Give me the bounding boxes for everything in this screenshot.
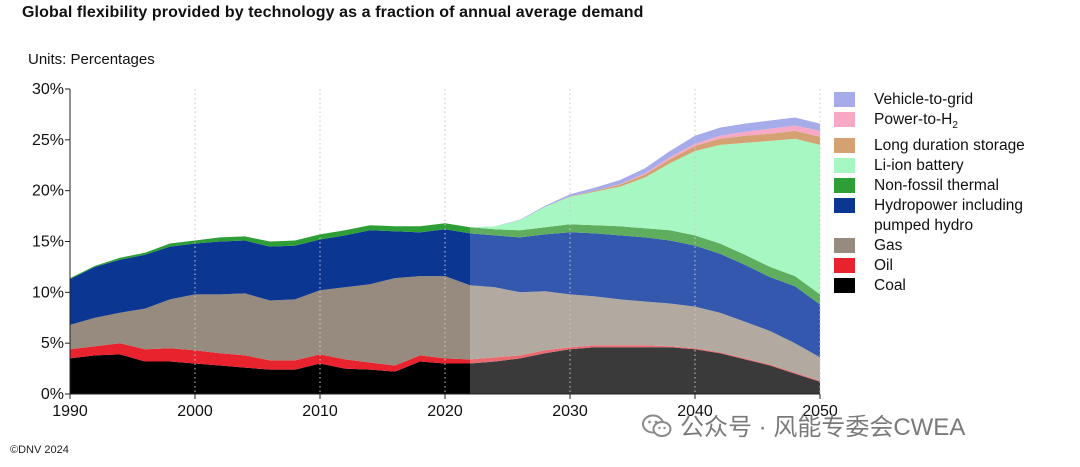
watermark-text: 公众号 · 风能专委会CWEA: [680, 414, 966, 441]
y-tick-label: 25%: [32, 132, 64, 149]
x-tick-label: 2010: [302, 403, 338, 420]
historical-areas: [70, 223, 470, 394]
legend-label: Vehicle-to-grid: [874, 91, 974, 108]
legend-swatch: [834, 178, 855, 194]
x-tick-label: 1990: [52, 403, 88, 420]
legend-label: Gas: [874, 237, 903, 255]
area-non-fossil-thermal-historical: [70, 223, 470, 280]
y-tick-label: 20%: [32, 183, 64, 200]
legend-item-vehicle-to-grid: Vehicle-to-grid: [834, 90, 1074, 110]
copyright-text: ©DNV 2024: [10, 444, 69, 456]
area-coal-forecast: [470, 347, 820, 394]
legend-item-oil: Oil: [834, 256, 1074, 276]
legend-swatch: [834, 238, 855, 254]
units-label: Units: Percentages: [28, 51, 155, 68]
legend-label: Oil: [874, 257, 893, 275]
legend-swatch: [834, 138, 855, 154]
y-tick-label: 5%: [41, 335, 64, 352]
legend-swatch: [834, 258, 855, 274]
area-coal-historical: [70, 354, 470, 394]
forecast-areas: [470, 117, 820, 394]
legend-item-power-to-h: Power-to-H2: [834, 110, 1074, 136]
legend-label: Li-ion battery: [874, 157, 964, 175]
legend-swatch: [834, 278, 855, 294]
area-li-ion-battery-forecast: [470, 138, 820, 295]
legend-label: Long duration storage: [874, 137, 1025, 155]
y-tick-label: 30%: [32, 81, 64, 98]
area-hydropower-including-pumped-hydro-forecast: [470, 232, 820, 358]
legend-item-li-ion-battery: Li-ion battery: [834, 156, 1074, 176]
y-tick-label: 10%: [32, 284, 64, 301]
x-tick-label: 2050: [802, 403, 838, 420]
area-vehicle-to-grid-forecast: [470, 117, 820, 228]
legend: Vehicle-to-grid Power-to-H2 Long duration …: [834, 90, 1074, 296]
legend-swatch: [834, 92, 855, 107]
legend-label: Non-fossil thermal: [874, 177, 999, 195]
wechat-icon: [642, 414, 672, 437]
y-tick-label: 0%: [41, 386, 64, 403]
legend-label: Coal: [874, 277, 906, 295]
area-gas-historical: [70, 276, 470, 366]
legend-item-non-fossil-thermal: Non-fossil thermal: [834, 176, 1074, 196]
x-tick-label: 2040: [677, 403, 713, 420]
legend-item-coal: Coal: [834, 276, 1074, 296]
chart-title: Global flexibility provided by technolog…: [22, 4, 644, 21]
x-tick-label: 2000: [177, 403, 213, 420]
legend-item-gas: Gas: [834, 236, 1074, 256]
legend-swatch: [834, 158, 855, 174]
legend-label: Power-to-H2: [874, 111, 958, 132]
area-gas-forecast: [470, 285, 820, 381]
x-tick-label: 2030: [552, 403, 588, 420]
area-non-fossil-thermal-forecast: [470, 224, 820, 305]
area-oil-historical: [70, 343, 470, 372]
y-tick-label: 15%: [32, 234, 64, 251]
legend-label: Hydropower including pumped hydro: [874, 197, 1024, 235]
legend-item-long-duration-storage: Long duration storage: [834, 136, 1074, 156]
legend-swatch: [834, 198, 855, 214]
x-tick-label: 2020: [427, 403, 463, 420]
legend-swatch: [834, 112, 855, 127]
area-hydropower-including-pumped-hydro-historical: [70, 229, 470, 325]
legend-item-hydropower-including-pumped-hydro: Hydropower including pumped hydro: [834, 196, 1074, 236]
watermark: 公众号 · 风能专委会CWEA: [642, 407, 965, 442]
